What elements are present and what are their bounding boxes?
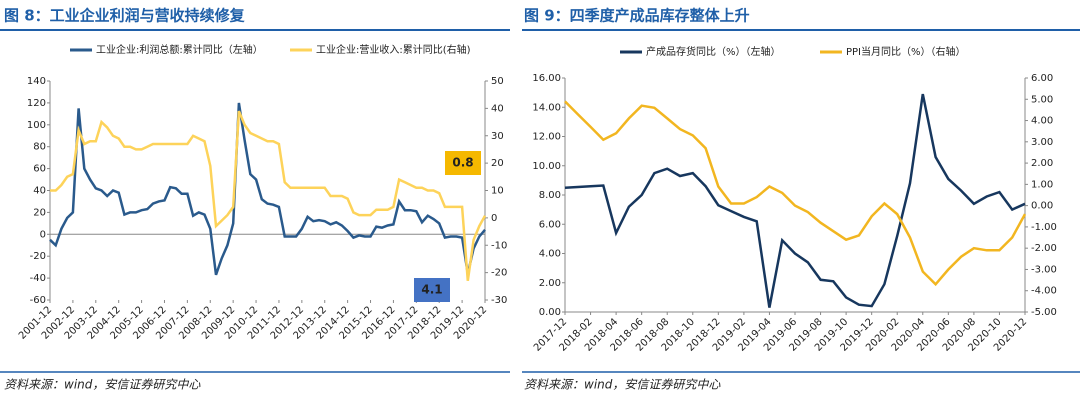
y-tick-label: 80 (33, 142, 46, 153)
y-tick-label: 4.00 (539, 249, 561, 260)
y-tick-label: 120 (27, 98, 46, 109)
y-tick-label: 1.00 (1031, 179, 1053, 190)
y-tick-label: 14.00 (532, 102, 561, 113)
y-tick-label: -60 (30, 295, 46, 306)
annotation: 4.1 (421, 283, 442, 297)
y-tick-label: 0.00 (539, 307, 561, 318)
y-tick-label: 0 (40, 229, 46, 240)
y-tick-label: -40 (30, 273, 46, 284)
legend-label: 产成品存货同比（%）（左轴） (646, 45, 781, 58)
y-tick-label: 0.00 (1031, 201, 1053, 212)
y-tick-label: 6.00 (1031, 73, 1053, 84)
legend-label: 工业企业:利润总额:累计同比（左轴） (96, 43, 263, 56)
chart-title: 图 8：工业企业利润与营收持续修复 (4, 7, 246, 25)
series-line (49, 102, 486, 276)
y-tick-label: 6.00 (539, 219, 561, 230)
source: 资料来源：wind，安信证券研究中心 (4, 378, 201, 392)
series-line (564, 100, 1027, 287)
y-tick-label: 4.00 (1031, 116, 1053, 127)
y-tick-label: -1.00 (1031, 222, 1057, 233)
y-tick-label: 140 (27, 76, 46, 87)
y-tick-label: -10 (491, 240, 507, 251)
series-line (564, 93, 1026, 308)
y-tick-label: 3.00 (1031, 137, 1053, 148)
y-tick-label: 60 (33, 164, 46, 175)
y-tick-label: -30 (491, 295, 507, 306)
annotation-box (445, 151, 481, 175)
y-tick-label: 20 (33, 207, 46, 218)
y-tick-label: -20 (491, 268, 507, 279)
chart-title: 图 9：四季度产成品库存整体上升 (524, 7, 750, 25)
y-tick-label: 8.00 (539, 190, 561, 201)
y-tick-label: 12.00 (532, 132, 561, 143)
y-tick-label: 10 (491, 186, 504, 197)
y-tick-label: 2.00 (539, 278, 561, 289)
y-tick-label: -3.00 (1031, 264, 1057, 275)
y-tick-label: 10.00 (532, 161, 561, 172)
y-tick-label: 16.00 (532, 73, 561, 84)
source: 资料来源：wind，安信证券研究中心 (524, 378, 721, 392)
series-line (50, 110, 487, 281)
y-tick-label: -2.00 (1031, 243, 1057, 254)
y-tick-label: 5.00 (1031, 94, 1053, 105)
y-tick-label: 0 (491, 213, 497, 224)
y-tick-label: 20 (491, 158, 504, 169)
annotation-box (414, 278, 450, 302)
y-tick-label: -20 (30, 251, 46, 262)
y-tick-label: 30 (491, 131, 504, 142)
y-tick-label: -4.00 (1031, 286, 1057, 297)
legend-label: PPI当月同比（%）（右轴） (846, 45, 966, 58)
y-tick-label: 100 (27, 120, 46, 131)
y-tick-label: -5.00 (1031, 307, 1057, 318)
y-tick-label: 40 (491, 103, 504, 114)
legend-label: 工业企业:营业收入:累计同比(右轴) (316, 43, 471, 56)
y-tick-label: 50 (491, 76, 504, 87)
annotation: 0.8 (452, 156, 473, 170)
y-tick-label: 2.00 (1031, 158, 1053, 169)
y-tick-label: 40 (33, 186, 46, 197)
